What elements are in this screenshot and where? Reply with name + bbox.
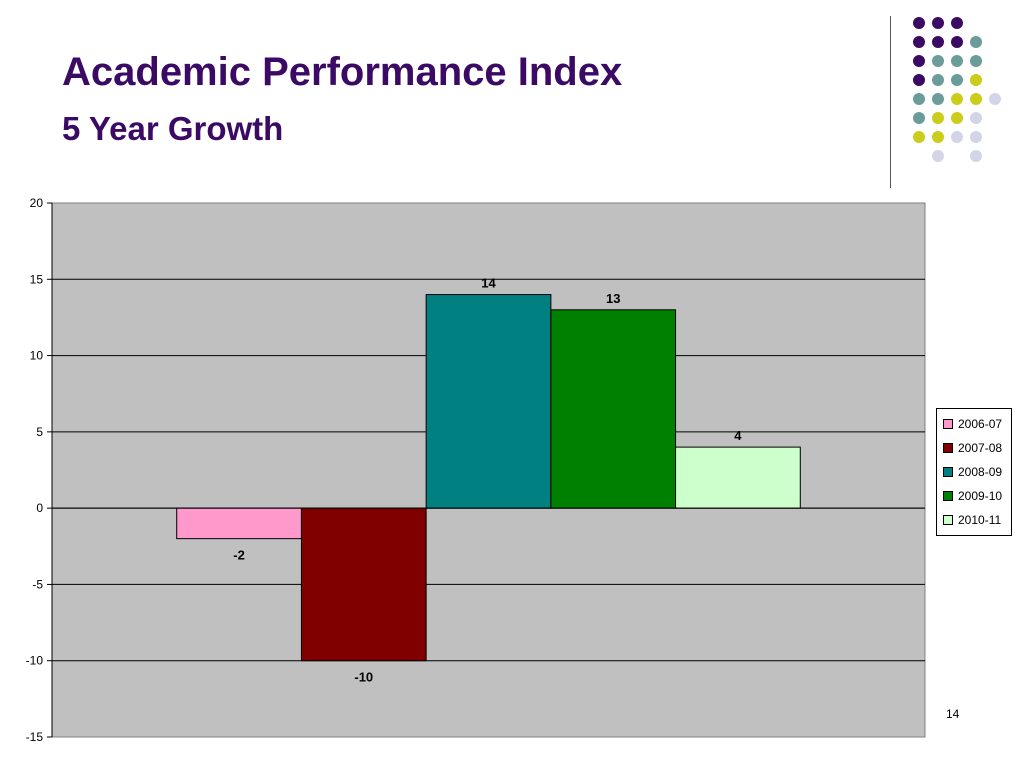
bar-chart: 20 15 10 5 0 -5 -10 -15 -2 -10 14 13 4 [26, 196, 926, 744]
decor-dot [913, 17, 925, 29]
decor-dot [970, 131, 982, 143]
legend-item: 2009-10 [937, 484, 1011, 508]
y-tick-label: 0 [36, 501, 43, 515]
decor-dot [970, 112, 982, 124]
legend-swatch [943, 467, 953, 477]
data-label-2008-09: 14 [481, 276, 496, 291]
decor-dot [932, 74, 944, 86]
decor-dot [970, 55, 982, 67]
decor-dot [913, 36, 925, 48]
decor-dot [932, 55, 944, 67]
y-tick-label: 20 [30, 196, 44, 210]
decor-dot [932, 150, 944, 162]
legend-item: 2007-08 [937, 436, 1011, 460]
legend-label: 2009-10 [958, 489, 1003, 503]
y-tick-label: 15 [30, 272, 44, 286]
decor-dot [913, 112, 925, 124]
legend-label: 2007-08 [958, 441, 1003, 455]
decor-dot [951, 55, 963, 67]
decorative-dots [913, 17, 1001, 162]
decor-dot [951, 74, 963, 86]
y-tick-label: -5 [32, 577, 43, 591]
decor-dot [913, 55, 925, 67]
legend-item: 2010-11 [937, 508, 1011, 532]
data-label-2007-08: -10 [354, 670, 373, 685]
decor-dot [913, 74, 925, 86]
bar-2008-09 [425, 294, 552, 509]
bar-2006-07 [176, 507, 302, 540]
bar-2010-11 [675, 446, 801, 509]
decor-dot [951, 93, 963, 105]
decor-dot [932, 36, 944, 48]
decor-dot [970, 150, 982, 162]
data-label-2009-10: 13 [606, 291, 620, 306]
legend-item: 2008-09 [937, 460, 1011, 484]
page-number: 14 [946, 707, 960, 721]
y-tick-label: 5 [36, 425, 43, 439]
slide-title: Academic Performance Index [62, 50, 623, 94]
legend-swatch [943, 515, 953, 525]
legend-swatch [943, 419, 953, 429]
slide-subtitle: 5 Year Growth [62, 110, 284, 147]
decor-dot [951, 36, 963, 48]
decor-dot [932, 17, 944, 29]
bar-2009-10 [550, 309, 677, 509]
decor-dot [970, 36, 982, 48]
legend-swatch [943, 443, 953, 453]
legend-label: 2010-11 [958, 513, 1002, 527]
y-tick-label: -10 [26, 654, 44, 668]
decor-dot [913, 93, 925, 105]
legend-label: 2008-09 [958, 465, 1003, 479]
decor-dot [951, 131, 963, 143]
y-tick-label: 10 [30, 349, 44, 363]
decor-dot [913, 131, 925, 143]
decor-dot [989, 93, 1001, 105]
chart-legend: 2006-07 2007-08 2008-09 2009-10 2010-11 [936, 408, 1012, 536]
data-label-2010-11: 4 [734, 428, 742, 443]
y-tick-label: -15 [26, 730, 44, 744]
decor-dot [932, 93, 944, 105]
decor-dot [951, 17, 963, 29]
data-label-2006-07: -2 [233, 548, 245, 563]
decor-dot [932, 112, 944, 124]
bar-2007-08 [300, 507, 427, 662]
decor-dot [951, 112, 963, 124]
decor-dot [970, 74, 982, 86]
title-divider [890, 16, 891, 188]
decor-dot [970, 93, 982, 105]
decor-dot [932, 131, 944, 143]
legend-label: 2006-07 [958, 417, 1003, 431]
legend-item: 2006-07 [937, 412, 1011, 436]
legend-swatch [943, 491, 953, 501]
